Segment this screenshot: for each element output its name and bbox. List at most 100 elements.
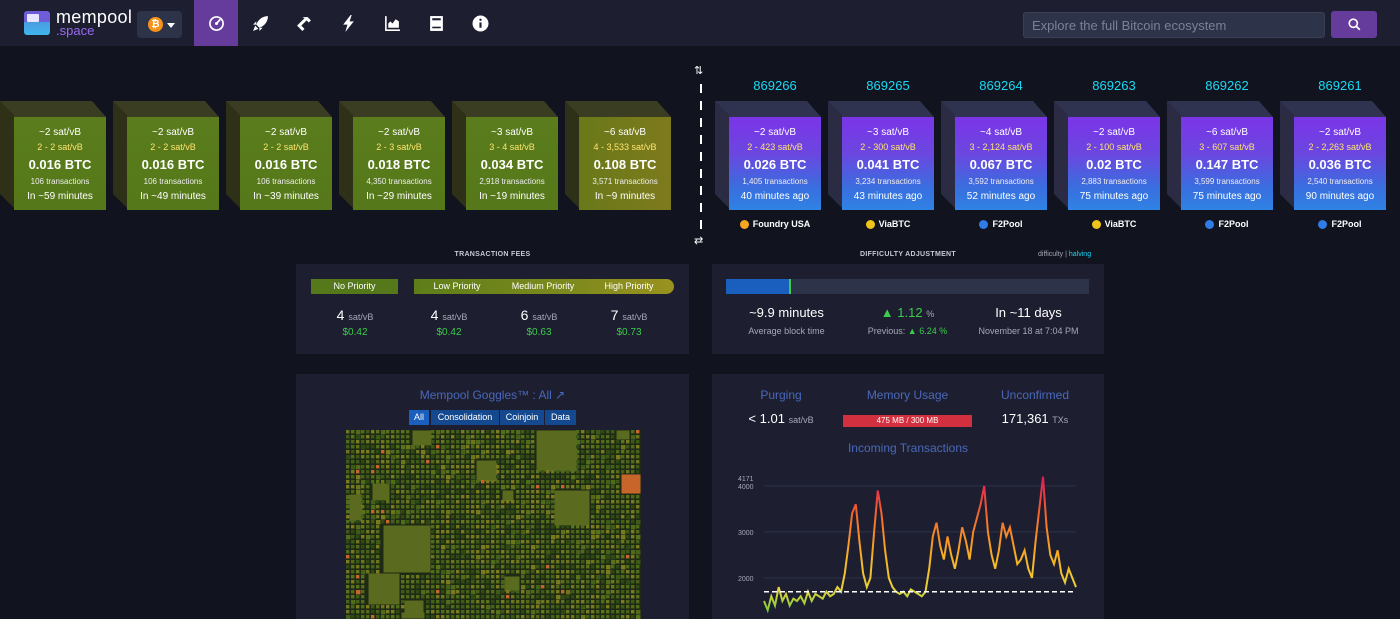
transaction-square[interactable] [626,585,630,589]
transaction-square[interactable] [496,500,500,504]
transaction-square[interactable] [436,480,440,484]
transaction-square[interactable] [516,570,520,574]
transaction-square[interactable] [611,580,615,584]
transaction-square[interactable] [431,450,436,455]
transaction-square[interactable] [349,494,363,522]
transaction-square[interactable] [496,465,500,469]
transaction-square[interactable] [506,470,510,474]
transaction-square[interactable] [456,575,460,579]
transaction-square[interactable] [596,475,600,479]
transaction-square[interactable] [511,560,515,564]
transaction-square[interactable] [471,570,475,574]
transaction-square[interactable] [421,515,425,519]
transaction-square[interactable] [496,535,500,539]
transaction-square[interactable] [526,510,531,515]
transaction-square[interactable] [346,545,350,549]
transaction-square[interactable] [356,480,360,484]
transaction-square[interactable] [441,545,446,550]
transaction-square[interactable] [391,495,395,499]
transaction-square[interactable] [611,560,616,565]
transaction-square[interactable] [371,465,375,469]
transaction-square[interactable] [596,525,600,529]
transaction-square[interactable] [526,525,531,530]
transaction-square[interactable] [406,490,410,494]
transaction-square[interactable] [351,450,355,454]
transaction-square[interactable] [571,525,575,529]
transaction-square[interactable] [561,470,565,474]
nav-acceleration[interactable] [238,0,282,46]
transaction-square[interactable] [531,475,535,479]
transaction-square[interactable] [636,465,640,469]
transaction-square[interactable] [516,605,520,609]
transaction-square[interactable] [626,565,630,569]
transaction-square[interactable] [406,480,410,484]
transaction-square[interactable] [446,590,451,595]
transaction-square[interactable] [516,495,520,499]
transaction-square[interactable] [606,580,611,585]
transaction-square[interactable] [346,555,350,559]
network-selector[interactable]: ₿ [137,11,182,38]
transaction-square[interactable] [451,590,456,595]
transaction-square[interactable] [416,595,420,599]
transaction-square[interactable] [526,495,530,499]
transaction-square[interactable] [436,535,440,539]
transaction-square[interactable] [606,485,610,489]
transaction-square[interactable] [451,530,455,534]
transaction-square[interactable] [486,570,490,574]
transaction-square[interactable] [621,450,625,454]
transaction-square[interactable] [591,575,595,579]
transaction-square[interactable] [551,555,555,559]
transaction-square[interactable] [466,540,470,544]
transaction-square[interactable] [576,450,580,454]
transaction-square[interactable] [436,520,440,524]
transaction-square[interactable] [501,610,505,614]
transaction-square[interactable] [426,575,430,579]
transaction-square[interactable] [561,585,565,589]
transaction-square[interactable] [441,605,445,609]
transaction-square[interactable] [491,555,495,559]
transaction-square[interactable] [511,550,515,554]
transaction-square[interactable] [611,505,615,509]
transaction-square[interactable] [356,595,360,599]
transaction-square[interactable] [536,550,540,554]
transaction-square[interactable] [541,585,545,589]
transaction-square[interactable] [636,435,640,439]
transaction-square[interactable] [626,575,630,579]
transaction-square[interactable] [401,460,406,465]
transaction-square[interactable] [606,590,611,595]
transaction-square[interactable] [626,560,630,564]
transaction-square[interactable] [631,600,635,604]
transaction-square[interactable] [521,430,525,434]
transaction-square[interactable] [591,555,595,559]
transaction-square[interactable] [571,470,575,474]
transaction-square[interactable] [531,500,535,504]
transaction-square[interactable] [456,585,460,589]
transaction-square[interactable] [596,515,600,519]
transaction-square[interactable] [372,483,390,501]
transaction-square[interactable] [476,510,481,515]
transaction-square[interactable] [586,470,590,474]
transaction-square[interactable] [476,565,480,569]
mining-pool-link[interactable]: F2Pool [1167,219,1287,229]
transaction-square[interactable] [431,580,435,584]
transaction-square[interactable] [621,585,625,589]
transaction-square[interactable] [451,605,455,609]
transaction-square[interactable] [551,520,555,524]
transaction-square[interactable] [626,555,630,559]
transaction-square[interactable] [451,515,455,519]
transaction-square[interactable] [351,475,355,479]
mining-pool-link[interactable]: Foundry USA [715,219,835,229]
transaction-square[interactable] [506,515,510,519]
transaction-square[interactable] [501,550,505,554]
transaction-square[interactable] [356,475,361,480]
transaction-square[interactable] [531,525,535,529]
transaction-square[interactable] [476,485,480,489]
transaction-square[interactable] [526,470,530,474]
transaction-square[interactable] [611,510,615,514]
transaction-square[interactable] [506,510,511,515]
transaction-square[interactable] [516,475,520,479]
transaction-square[interactable] [451,475,455,479]
transaction-square[interactable] [471,510,475,514]
transaction-square[interactable] [551,475,555,479]
mempool-block[interactable]: ~2 sat/vB 2 - 2 sat/vB 0.016 BTC 106 transa… [0,101,106,210]
